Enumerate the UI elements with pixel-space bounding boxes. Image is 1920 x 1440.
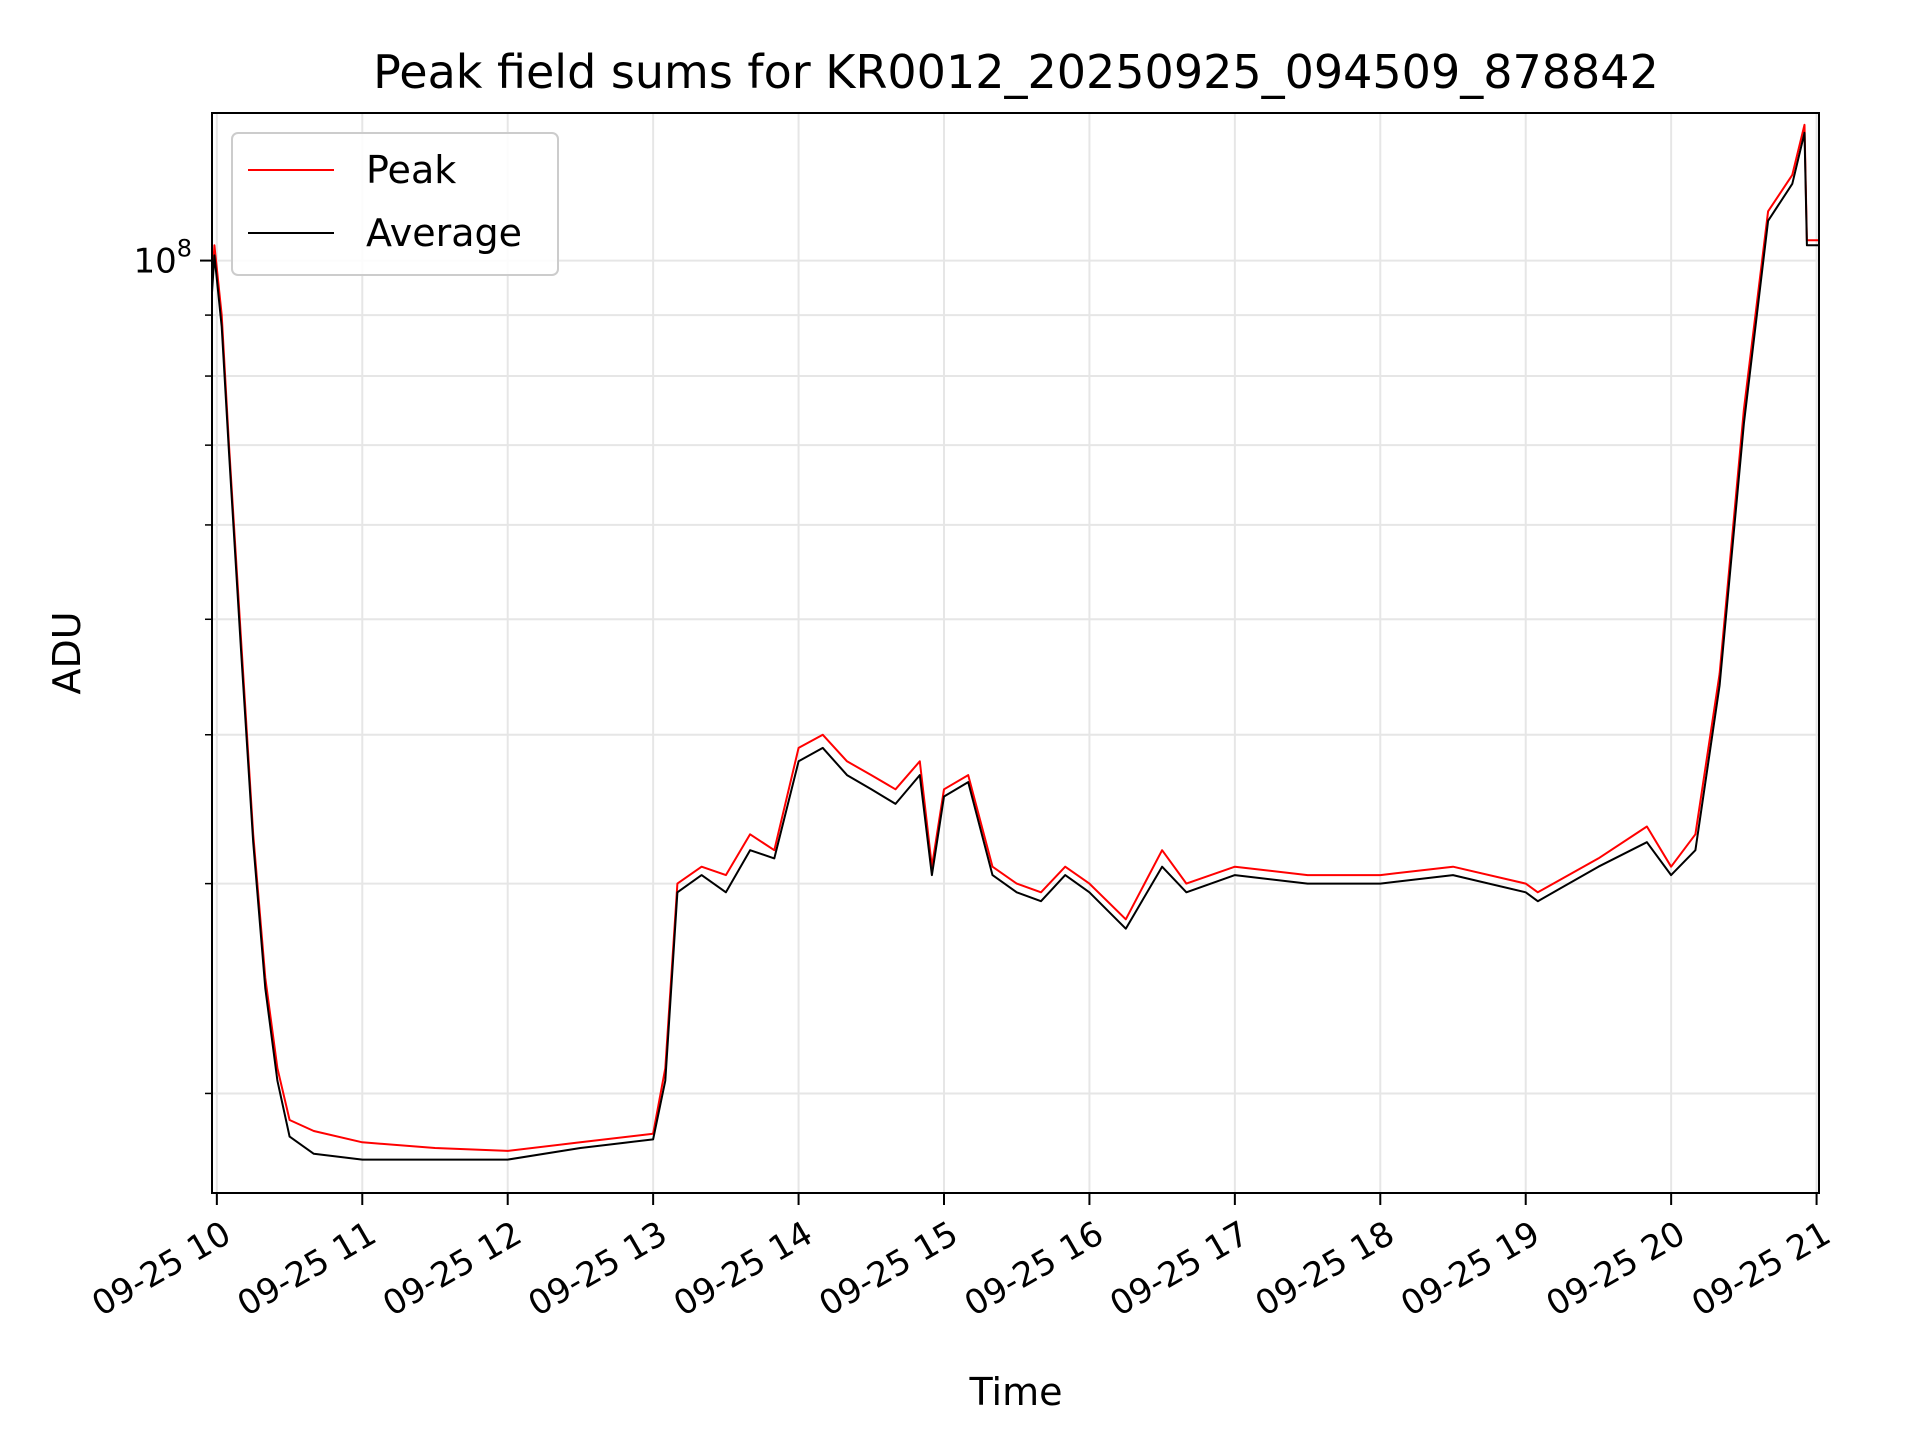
series-line-average	[211, 131, 1819, 1161]
y-axis-label: ADU	[45, 611, 89, 694]
legend: Peak Average	[231, 132, 559, 276]
legend-box	[231, 132, 559, 276]
chart-title: Peak field sums for KR0012_20250925_0945…	[373, 45, 1659, 99]
grid	[212, 113, 1819, 1193]
plot-series	[211, 123, 1819, 1161]
legend-peak-label: Peak	[366, 148, 456, 192]
x-axis-label: Time	[969, 1370, 1063, 1414]
legend-average-label: Average	[366, 211, 522, 255]
series-line-peak	[211, 123, 1819, 1152]
plot-frame	[211, 112, 1820, 1194]
y-tick-label: 108	[133, 235, 192, 282]
